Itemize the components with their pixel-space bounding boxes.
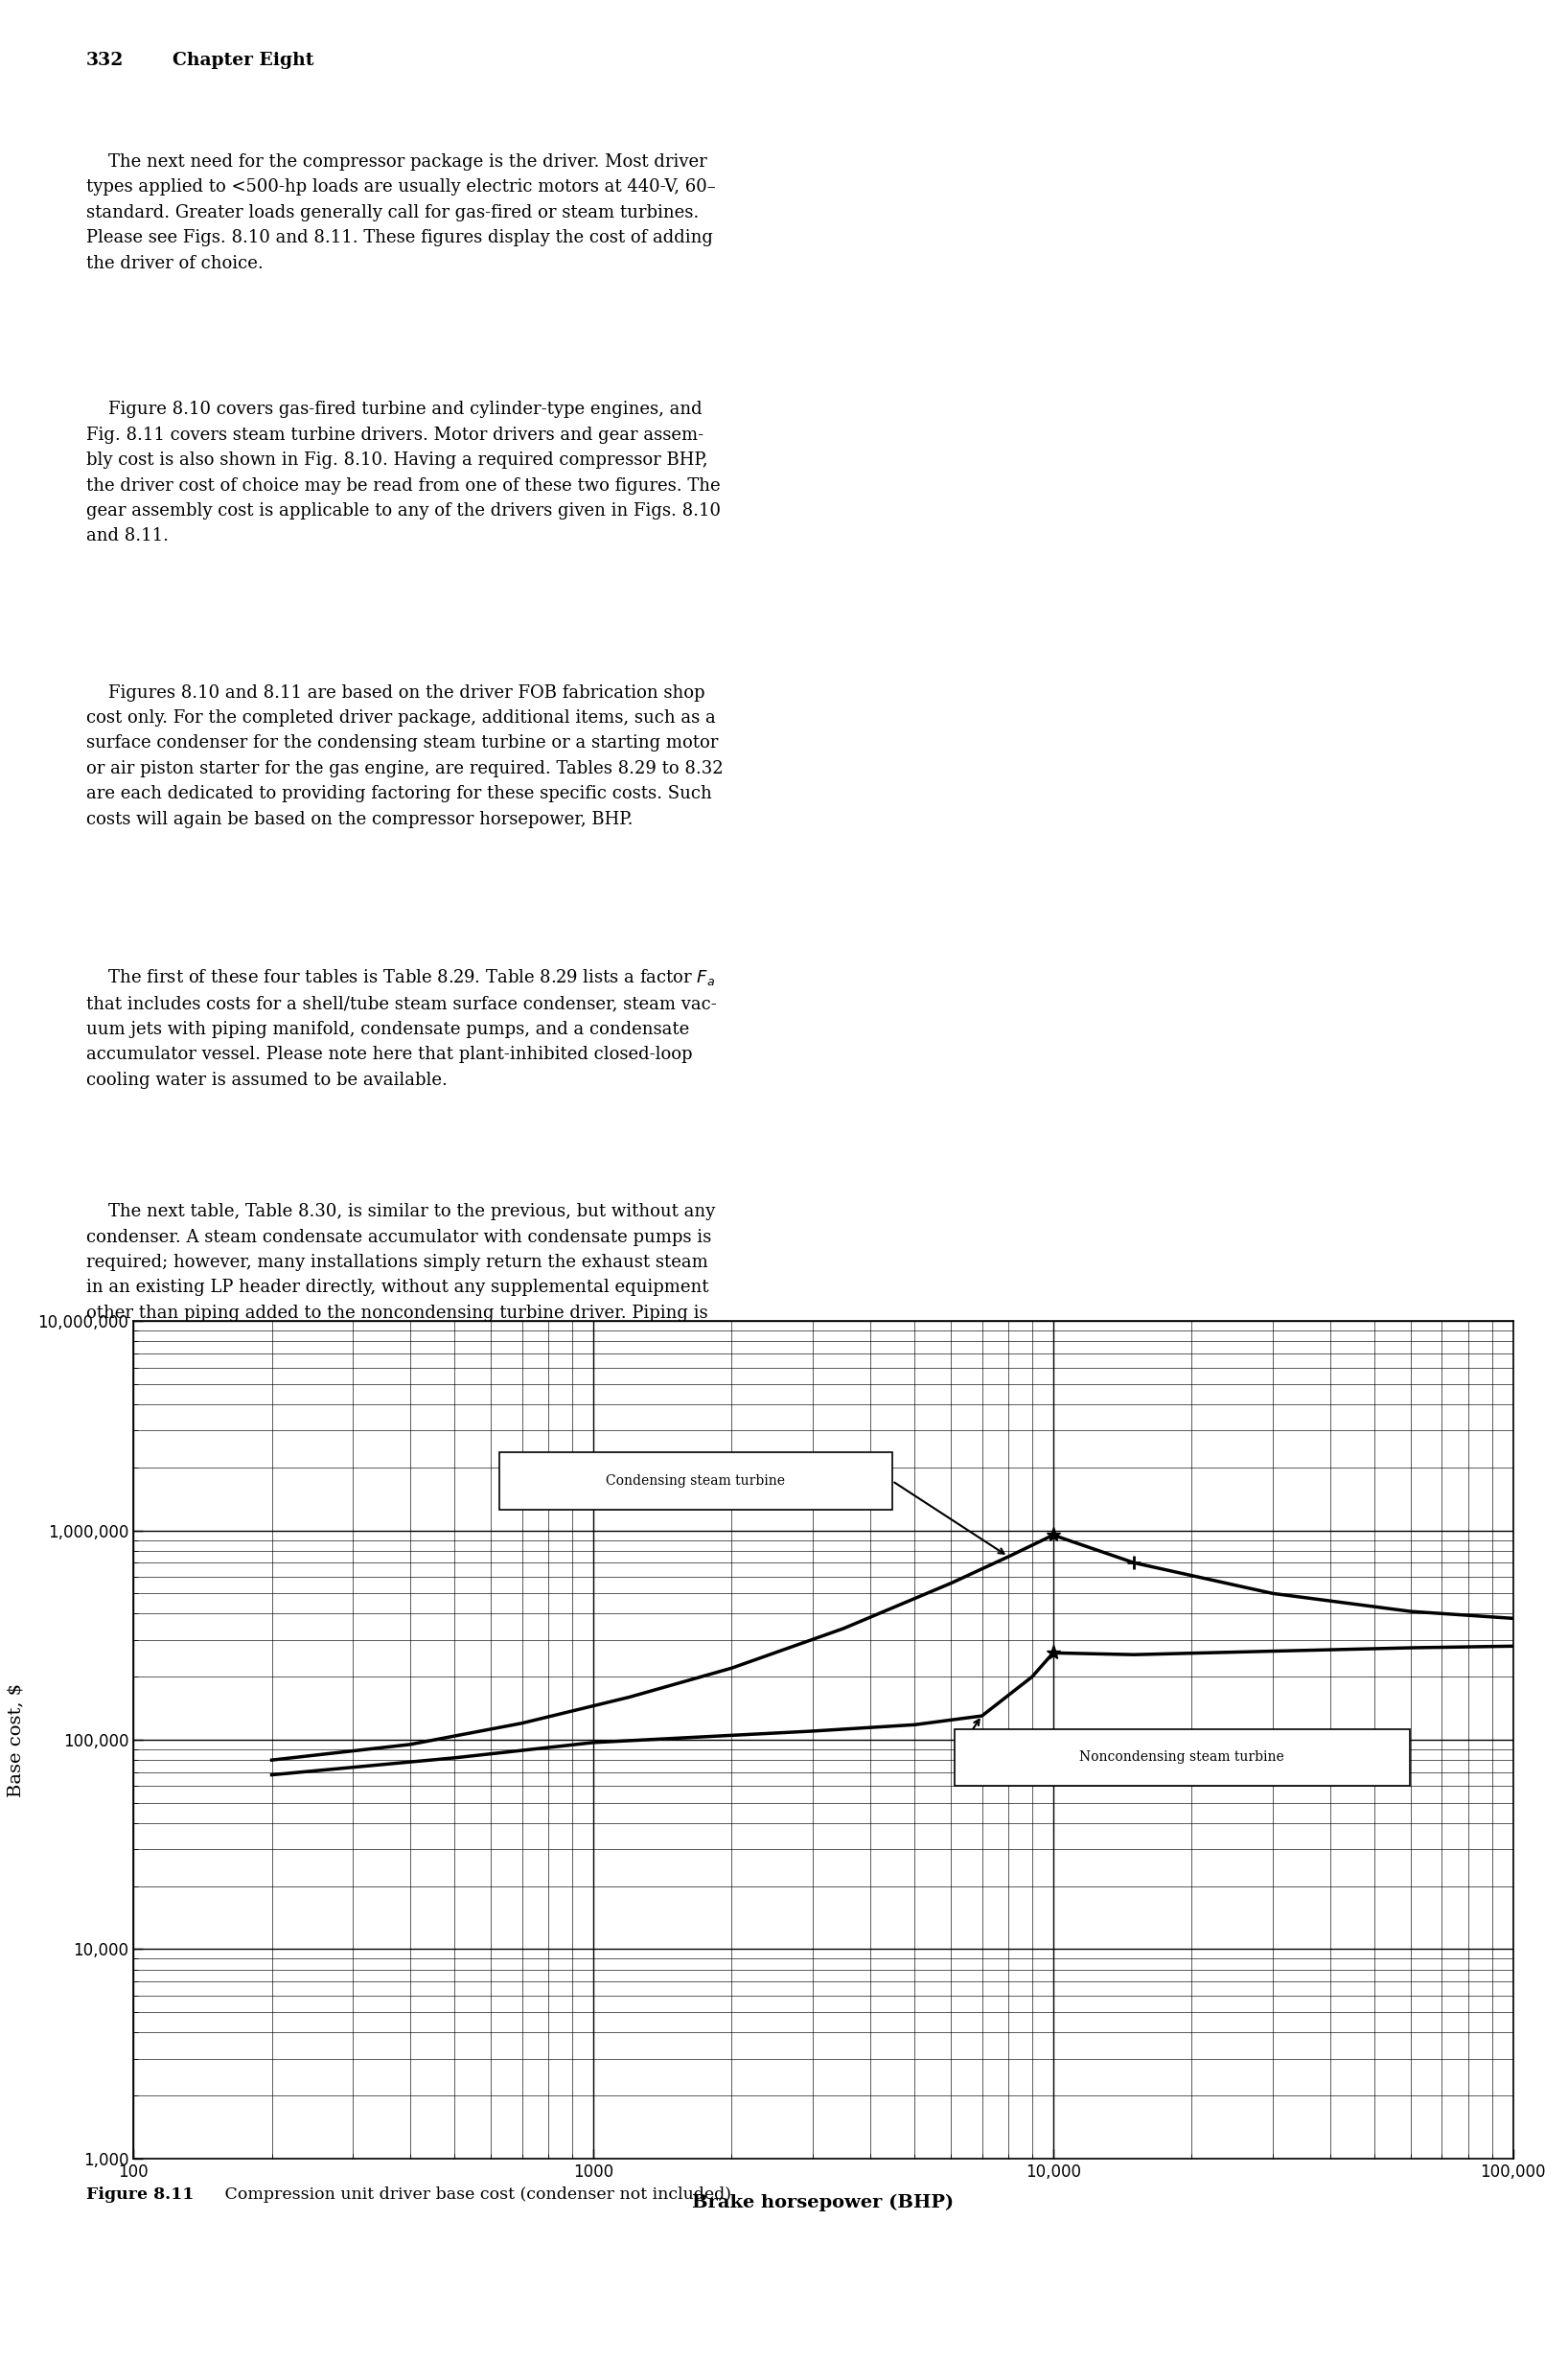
Y-axis label: Base cost, $: Base cost, $ (8, 1682, 25, 1798)
Text: The first of these four tables is Table 8.29. Table 8.29 lists a factor $F_a$
th: The first of these four tables is Table … (86, 967, 717, 1087)
Bar (955, 1729, 1410, 1786)
Text: Condensing steam turbine: Condensing steam turbine (605, 1474, 786, 1489)
Text: Figure 8.10 covers gas-fired turbine and cylinder-type engines, and
Fig. 8.11 co: Figure 8.10 covers gas-fired turbine and… (86, 401, 721, 545)
Text: Noncondensing steam turbine: Noncondensing steam turbine (1079, 1750, 1284, 1765)
Text: Chapter Eight: Chapter Eight (172, 52, 314, 68)
Text: 332: 332 (86, 52, 124, 68)
Text: The next table, Table 8.30, is similar to the previous, but without any
condense: The next table, Table 8.30, is similar t… (86, 1203, 715, 1321)
Text: Figures 8.10 and 8.11 are based on the driver FOB fabrication shop
cost only. Fo: Figures 8.10 and 8.11 are based on the d… (86, 684, 723, 828)
Text: Figure 8.11: Figure 8.11 (86, 2187, 194, 2203)
X-axis label: Brake horsepower (BHP): Brake horsepower (BHP) (693, 2194, 953, 2210)
Text: Compression unit driver base cost (condenser not included).: Compression unit driver base cost (conde… (209, 2187, 735, 2203)
Text: The next need for the compressor package is the driver. Most driver
types applie: The next need for the compressor package… (86, 153, 715, 271)
Bar (499, 1453, 892, 1510)
